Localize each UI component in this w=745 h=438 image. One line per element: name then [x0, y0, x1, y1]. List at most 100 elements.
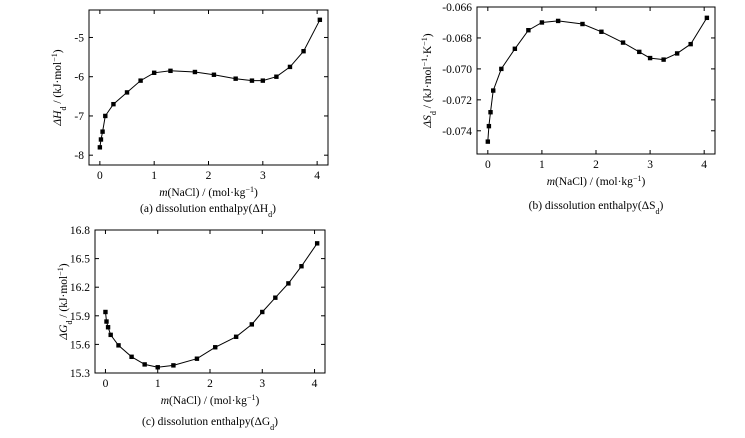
x-tick-label: 3	[647, 159, 653, 171]
data-point	[111, 101, 116, 107]
data-point	[194, 356, 200, 361]
plot-frame	[94, 229, 326, 374]
x-tick-label: 1	[539, 159, 545, 171]
data-point	[142, 362, 147, 367]
x-axis-label: m(NaCl) / (mol·kg−1)	[161, 393, 260, 408]
data-point	[599, 29, 604, 34]
data-point	[491, 88, 496, 93]
x-tick-label: 3	[259, 378, 265, 390]
x-tick-label: 2	[207, 378, 213, 390]
data-point	[485, 139, 491, 144]
data-point	[151, 70, 157, 75]
data-point	[620, 40, 626, 45]
data-point	[580, 21, 585, 27]
y-tick-label: -8	[74, 150, 84, 162]
x-tick-label: 4	[312, 378, 318, 390]
data-point	[286, 281, 291, 286]
data-point	[314, 241, 320, 246]
data-point	[499, 66, 504, 72]
data-point	[661, 57, 666, 62]
chart-panel-b: 0 1 2 3 4 -0.074 -0.072 -0.070 -0.068 -0.066 m(NaC…	[420, 2, 716, 216]
data-point	[129, 354, 134, 359]
data-point	[233, 76, 238, 81]
x-tick-label: 4	[701, 159, 707, 171]
data-point	[124, 90, 130, 95]
x-tick-label: 3	[260, 170, 266, 182]
data-point	[138, 78, 143, 83]
chart-panel-a: 0 1 2 3 4 -8 -7 -6 -5 m(NaCl) / (mol·kg−1) ΔHd / (…	[50, 9, 329, 219]
chart-panel-c: 0 1 2 3 4 15.3 15.6 15.9 16.2 16.5 16.8 m(NaCl) / (…	[56, 225, 326, 432]
data-point	[637, 49, 642, 55]
data-point	[108, 332, 113, 338]
y-tick-label: 16.2	[70, 282, 90, 294]
data-point	[674, 51, 680, 56]
data-point	[260, 78, 266, 83]
data-point	[100, 129, 105, 134]
x-tick-label: 1	[151, 170, 157, 182]
x-tick-label: 0	[97, 170, 103, 182]
x-tick-label: 4	[314, 170, 320, 182]
data-point	[260, 309, 265, 315]
data-point	[488, 110, 493, 115]
data-point	[103, 113, 108, 119]
data-point	[512, 46, 518, 51]
data-point	[249, 322, 255, 327]
y-tick-label: -0.072	[442, 95, 472, 107]
chart-caption: (c) dissolution enthalpy(ΔGd)	[142, 416, 278, 432]
data-point	[274, 74, 279, 79]
chart-caption: (b) dissolution enthalpy(ΔSd)	[529, 200, 664, 216]
data-point	[192, 69, 198, 75]
data-point	[249, 78, 255, 83]
y-tick-label: -0.074	[442, 126, 472, 138]
data-point	[539, 20, 545, 25]
y-tick-label: -0.070	[442, 64, 472, 76]
data-point	[273, 295, 278, 300]
x-tick-label: 0	[103, 378, 109, 390]
data-point	[704, 15, 710, 21]
data-point	[317, 17, 323, 23]
y-axis-label: ΔHd / (kJ·mol−1)	[50, 49, 68, 126]
data-point	[287, 64, 293, 70]
y-tick-label: 15.9	[70, 311, 90, 323]
data-point	[171, 363, 176, 368]
data-point	[211, 72, 217, 77]
y-tick-label: 16.5	[70, 254, 90, 266]
data-point	[155, 365, 160, 370]
y-axis-label: ΔSd / (kJ·mol−1·K−1)	[420, 33, 438, 128]
series-line	[99, 19, 321, 148]
x-tick-label: 1	[155, 378, 161, 390]
y-tick-label: -7	[74, 111, 84, 123]
data-point	[97, 145, 103, 150]
data-point	[555, 18, 561, 24]
data-point	[301, 49, 306, 54]
data-point	[168, 68, 173, 74]
data-point	[647, 55, 653, 61]
data-point	[486, 123, 492, 129]
chart-caption: (a) dissolution enthalpy(ΔHd)	[140, 203, 276, 219]
series-line	[105, 243, 318, 368]
data-point	[116, 343, 121, 348]
x-axis-label: m(NaCl) / (mol·kg−1)	[159, 185, 258, 200]
x-tick-label: 2	[206, 170, 212, 182]
y-axis-label: ΔGd / (kJ·mol−1)	[56, 263, 74, 340]
x-axis-label: m(NaCl) / (mol·kg−1)	[547, 174, 646, 189]
plot-frame	[88, 9, 329, 166]
y-tick-label: -5	[74, 32, 84, 44]
x-tick-label: 0	[485, 159, 491, 171]
data-point	[688, 41, 693, 47]
y-tick-label: 16.8	[70, 225, 90, 237]
data-point	[104, 319, 109, 324]
data-point	[103, 309, 108, 315]
data-point	[526, 28, 531, 33]
y-tick-label: -0.068	[442, 33, 472, 45]
y-tick-label: 15.6	[70, 339, 90, 351]
data-point	[299, 264, 304, 269]
data-point	[105, 325, 111, 330]
series-line	[487, 17, 708, 142]
y-tick-label: 15.3	[70, 368, 90, 380]
data-point	[233, 334, 239, 339]
x-tick-label: 2	[593, 159, 599, 171]
data-point	[98, 137, 104, 142]
data-point	[213, 345, 218, 350]
